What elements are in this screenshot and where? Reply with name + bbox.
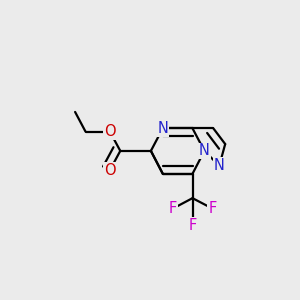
Text: N: N <box>157 121 168 136</box>
Text: F: F <box>188 218 196 233</box>
Text: N: N <box>214 158 225 173</box>
Text: F: F <box>208 201 217 216</box>
Text: N: N <box>199 143 210 158</box>
Text: O: O <box>104 163 116 178</box>
Text: O: O <box>104 124 116 139</box>
Text: F: F <box>169 201 177 216</box>
